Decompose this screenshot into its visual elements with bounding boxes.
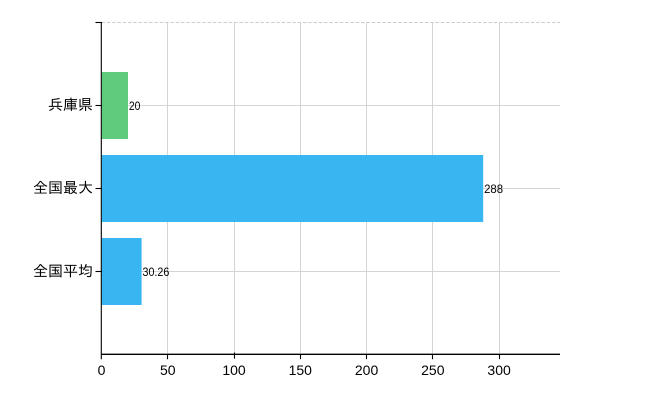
svg-text:50: 50 bbox=[160, 362, 176, 378]
svg-text:30.26: 30.26 bbox=[143, 265, 170, 279]
svg-text:0: 0 bbox=[98, 362, 106, 378]
svg-text:100: 100 bbox=[222, 362, 246, 378]
svg-text:300: 300 bbox=[487, 362, 511, 378]
svg-text:20: 20 bbox=[129, 99, 141, 113]
svg-text:200: 200 bbox=[355, 362, 379, 378]
svg-text:150: 150 bbox=[289, 362, 313, 378]
svg-text:250: 250 bbox=[421, 362, 445, 378]
svg-text:288: 288 bbox=[484, 182, 503, 196]
